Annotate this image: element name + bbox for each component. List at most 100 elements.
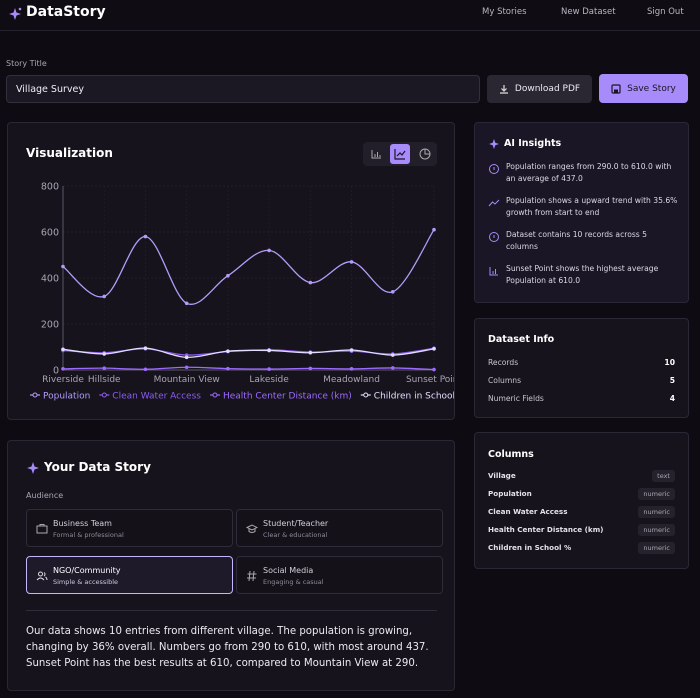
logo-icon [9, 7, 22, 20]
info-value: 4 [669, 394, 675, 403]
button-label: Download PDF [514, 84, 581, 94]
audience-option[interactable]: Social Media Engaging & casual [236, 556, 443, 594]
x-tick-label: Meadowland [323, 375, 380, 385]
field-label: Story Title [6, 59, 47, 68]
data-point [143, 367, 148, 372]
data-point [226, 366, 230, 371]
column-type: numeric [638, 542, 675, 554]
legend-swatch-dot [212, 392, 218, 398]
legend-label: Children in School % [374, 392, 454, 402]
data-point [143, 346, 148, 350]
audience-option[interactable]: NGO/Community Simple & accessible [26, 556, 233, 594]
y-tick-label: 600 [41, 228, 59, 239]
data-point [349, 260, 354, 264]
insights-panel: AI Insights Population ranges from 290.0… [474, 122, 689, 303]
visualization-panel: Visualization 0 200 400 600 800 Riverside Hill… [7, 122, 455, 420]
nav-link[interactable]: My Stories [482, 7, 527, 17]
line-type-button[interactable] [390, 144, 410, 164]
data-point [308, 366, 313, 371]
insight-icon [489, 267, 498, 276]
title-input[interactable]: Village Survey [6, 75, 480, 103]
data-point [61, 264, 65, 269]
data-point [308, 280, 313, 285]
download-icon [499, 85, 508, 94]
column-name: Clean Water Access [488, 507, 568, 516]
series-line [62, 347, 435, 359]
line-chart: 0 200 400 600 800 Riverside Hillside Mountain V… [30, 182, 454, 402]
column-type: numeric [638, 506, 675, 518]
legend-swatch-dot [363, 392, 369, 398]
option-icon [246, 524, 258, 533]
option-desc: Formal & professional [53, 531, 124, 539]
column-name: Health Center Distance (km) [488, 525, 604, 534]
data-point [349, 348, 354, 352]
x-tick-label: Riverside [42, 375, 84, 385]
columns-panel: Columns Village text Population numeric Clea… [474, 432, 689, 569]
insight-icon [489, 164, 499, 174]
info-value: 10 [664, 358, 675, 367]
divider [26, 610, 437, 611]
dataset-info-panel: Dataset Info Records 10 Columns 5 Numeric Fi… [474, 318, 689, 418]
legend-label: Population [43, 392, 90, 402]
insight-text: Dataset contains 10 records across 5 col… [506, 230, 647, 251]
y-tick-label: 400 [41, 274, 59, 285]
legend-swatch-dot [32, 392, 38, 398]
data-point [390, 353, 395, 357]
button-label: Save Story [627, 83, 676, 94]
data-point [61, 347, 65, 352]
nav-link[interactable]: New Dataset [561, 7, 616, 17]
data-point [226, 273, 230, 278]
option-icon [36, 571, 48, 581]
column-type: numeric [638, 524, 675, 536]
data-point [102, 366, 107, 370]
option-icon [247, 570, 257, 582]
nav-link[interactable]: Sign Out [647, 7, 684, 17]
info-value: 5 [669, 376, 675, 385]
y-tick-label: 200 [41, 320, 59, 331]
info-key: Columns [488, 376, 522, 385]
data-point [184, 301, 189, 306]
insights-icon [489, 139, 499, 149]
option-name: Business Team [53, 519, 112, 528]
data-point [184, 365, 189, 370]
data-story-panel: Your Data Story Audience Our data shows … [7, 440, 455, 691]
series-line [62, 366, 435, 371]
insight-icon [488, 199, 500, 207]
story-icon [27, 462, 39, 474]
insight-text: Sunset Point shows the highest average P… [506, 264, 659, 285]
bar-type-button[interactable] [367, 145, 385, 163]
column-name: Village [488, 471, 516, 480]
data-point [226, 349, 230, 353]
download-button[interactable]: Download PDF [487, 75, 592, 103]
series-line [62, 229, 435, 305]
legend-label: Clean Water Access [112, 392, 201, 402]
y-tick-label: 0 [53, 366, 59, 377]
save-button[interactable]: Save Story [599, 74, 688, 103]
column-type: text [652, 470, 675, 482]
option-name: NGO/Community [53, 566, 121, 575]
column-name: Children in School % [488, 543, 572, 552]
audience-option[interactable]: Student/Teacher Clear & educational [236, 509, 443, 547]
x-tick-label: Sunset Point [406, 375, 454, 385]
audience-option[interactable]: Business Team Formal & professional [26, 509, 233, 547]
data-point [267, 248, 271, 253]
data-point [267, 367, 271, 371]
data-point [184, 355, 189, 360]
panel-title: Visualization [26, 146, 113, 160]
legend-label: Health Center Distance (km) [223, 392, 352, 402]
legend-swatch-dot [101, 392, 107, 398]
data-point [390, 366, 395, 370]
panel-title: Dataset Info [488, 334, 555, 345]
data-point [308, 350, 313, 355]
pie-type-button[interactable] [416, 145, 434, 163]
save-icon [611, 83, 621, 94]
option-icon [36, 524, 48, 534]
panel-title: AI Insights [504, 138, 562, 149]
data-point [102, 352, 107, 356]
data-point [349, 367, 354, 371]
data-point [432, 347, 436, 351]
info-key: Numeric Fields [488, 394, 544, 403]
column-type: numeric [638, 488, 675, 500]
option-desc: Clear & educational [263, 531, 328, 539]
